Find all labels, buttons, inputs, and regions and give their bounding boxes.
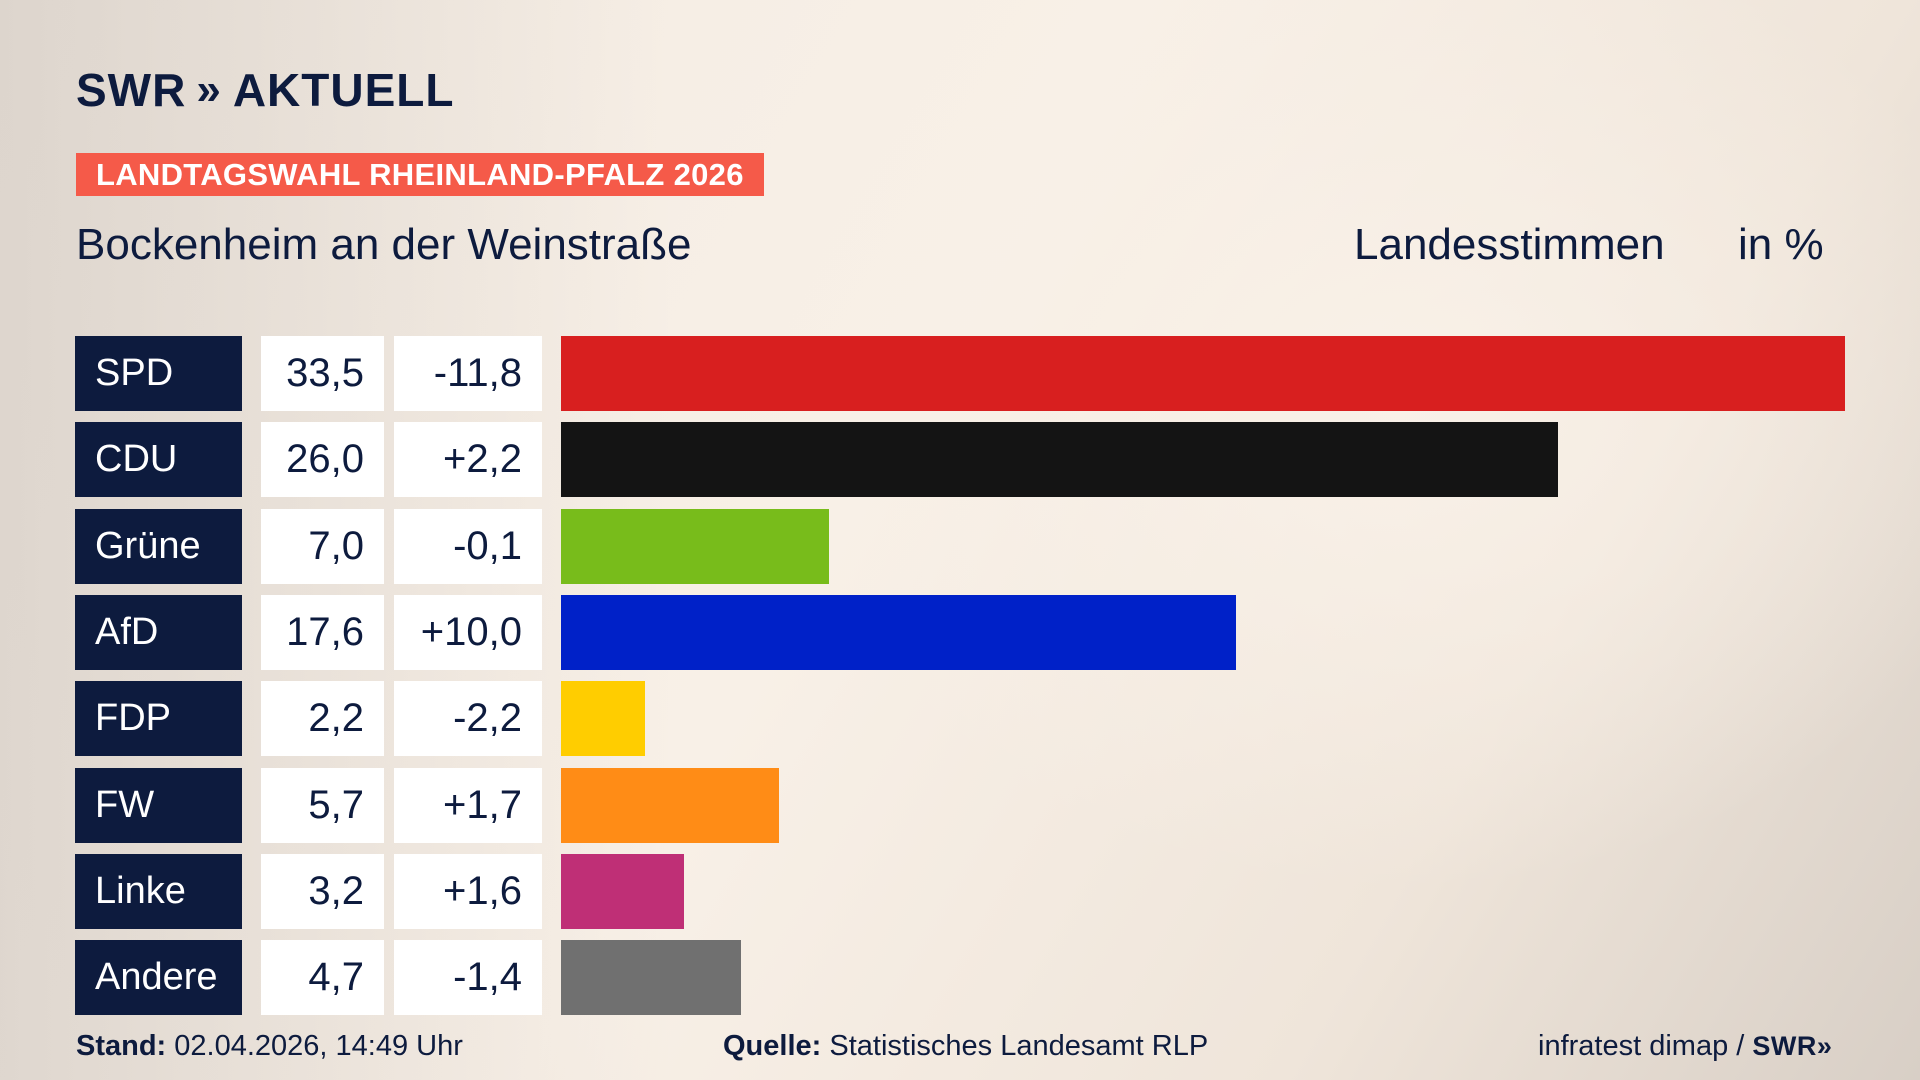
party-label: SPD [75,336,242,411]
party-label: FW [75,768,242,843]
value-label: 7,0 [261,509,384,584]
credit-chevrons-icon: » [1816,1031,1832,1061]
result-bar [561,595,1236,670]
unit-label: in % [1738,220,1824,269]
vote-type-label: Landesstimmen [1354,220,1665,269]
result-bar [561,681,645,756]
party-label: AfD [75,595,242,670]
topic-badge: LANDTAGSWAHL RHEINLAND-PFALZ 2026 [76,153,764,196]
difference-label: -0,1 [394,509,542,584]
source-label: Quelle: [723,1030,822,1062]
party-label: Andere [75,940,242,1015]
region-title: Bockenheim an der Weinstraße [76,220,692,269]
logo-swr-text: SWR [76,64,187,116]
value-label: 33,5 [261,336,384,411]
difference-label: +2,2 [394,422,542,497]
logo-aktuell-text: AKTUELL [232,64,455,116]
stand-value: 02.04.2026, 14:49 Uhr [174,1030,463,1062]
stand-label: Stand: [76,1030,167,1062]
result-bar [561,509,829,584]
footer-credit: infratest dimap / SWR» [1538,1030,1832,1063]
party-label: FDP [75,681,242,756]
value-label: 26,0 [261,422,384,497]
party-label: CDU [75,422,242,497]
value-label: 17,6 [261,595,384,670]
value-label: 5,7 [261,768,384,843]
credit-swr-logo: SWR» [1752,1031,1832,1062]
difference-label: -11,8 [394,336,542,411]
party-label: Linke [75,854,242,929]
result-bar [561,422,1558,497]
difference-label: +1,7 [394,768,542,843]
footer-stand: Stand: 02.04.2026, 14:49 Uhr [76,1030,463,1063]
value-label: 4,7 [261,940,384,1015]
difference-label: -1,4 [394,940,542,1015]
value-label: 2,2 [261,681,384,756]
result-bar [561,940,741,1015]
credit-text: infratest dimap / [1538,1030,1745,1062]
party-label: Grüne [75,509,242,584]
difference-label: +10,0 [394,595,542,670]
difference-label: +1,6 [394,854,542,929]
value-label: 3,2 [261,854,384,929]
result-bar [561,336,1845,411]
result-bar [561,768,779,843]
difference-label: -2,2 [394,681,542,756]
footer-source: Quelle: Statistisches Landesamt RLP [723,1030,1208,1063]
credit-swr-text: SWR [1752,1031,1817,1061]
result-bar [561,854,684,929]
source-value: Statistisches Landesamt RLP [829,1030,1209,1062]
swr-aktuell-logo: SWR » AKTUELL [76,64,454,116]
